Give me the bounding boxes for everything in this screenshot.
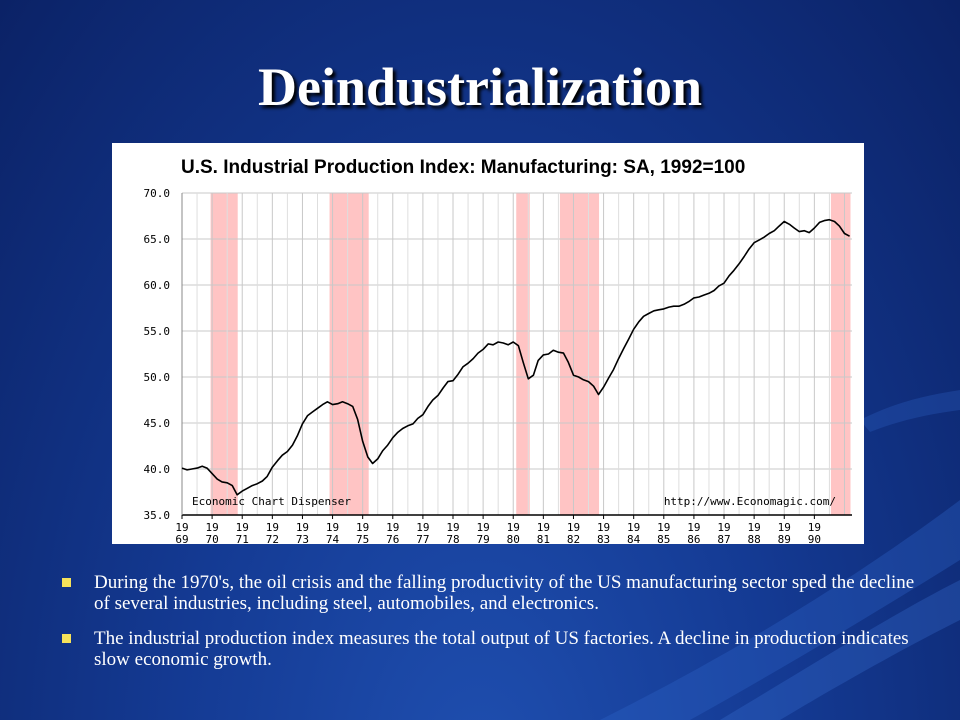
- x-tick-label-top: 19: [808, 521, 821, 534]
- x-tick-label-top: 19: [537, 521, 550, 534]
- x-tick-label-top: 19: [687, 521, 700, 534]
- x-tick-label-top: 19: [446, 521, 459, 534]
- x-tick-label-top: 19: [416, 521, 429, 534]
- x-tick-label-top: 19: [236, 521, 249, 534]
- recession-band: [329, 193, 369, 515]
- y-tick-label: 65.0: [144, 233, 171, 246]
- x-tick-label-bottom: 87: [717, 533, 730, 544]
- x-tick-label-top: 19: [657, 521, 670, 534]
- x-tick-label-bottom: 73: [296, 533, 309, 544]
- x-tick-label-bottom: 84: [627, 533, 641, 544]
- bullet-text: During the 1970's, the oil crisis and th…: [94, 572, 915, 614]
- x-tick-label-bottom: 78: [446, 533, 459, 544]
- y-tick-label: 50.0: [144, 371, 171, 384]
- slide-title: Deindustrialization: [257, 57, 703, 117]
- x-tick-label-bottom: 88: [748, 533, 761, 544]
- bullet-item: During the 1970's, the oil crisis and th…: [62, 572, 922, 614]
- y-tick-label: 40.0: [144, 463, 171, 476]
- x-tick-label-bottom: 75: [356, 533, 369, 544]
- x-tick-label-bottom: 76: [386, 533, 399, 544]
- x-tick-label-top: 19: [597, 521, 610, 534]
- bullet-item: The industrial production index measures…: [62, 628, 922, 670]
- grid-lines: [181, 192, 852, 516]
- x-tick-label-bottom: 71: [236, 533, 249, 544]
- x-tick-label-top: 19: [567, 521, 580, 534]
- y-tick-label: 55.0: [144, 325, 171, 338]
- bullet-list: During the 1970's, the oil crisis and th…: [62, 572, 922, 684]
- x-tick-label-bottom: 77: [416, 533, 429, 544]
- square-bullet-icon: [62, 578, 71, 587]
- bullet-text: The industrial production index measures…: [94, 628, 909, 670]
- x-tick-label-top: 19: [386, 521, 399, 534]
- y-tick-label: 45.0: [144, 417, 171, 430]
- x-tick-label-top: 19: [778, 521, 791, 534]
- annotation-left: Economic Chart Dispenser: [192, 495, 351, 508]
- x-tick-label-top: 19: [205, 521, 218, 534]
- x-tick-label-bottom: 69: [175, 533, 188, 544]
- x-tick-label-top: 19: [748, 521, 761, 534]
- x-tick-label-top: 19: [356, 521, 369, 534]
- y-tick-label: 70.0: [144, 187, 171, 200]
- x-tick-labels: 1969197019711972197319741975197619771978…: [175, 515, 821, 544]
- square-bullet-icon: [62, 634, 71, 643]
- recession-band: [210, 193, 238, 515]
- x-tick-label-top: 19: [717, 521, 730, 534]
- recession-bands: [210, 193, 851, 515]
- x-tick-label-top: 19: [266, 521, 279, 534]
- x-tick-label-bottom: 85: [657, 533, 670, 544]
- recession-band: [830, 193, 851, 515]
- x-tick-label-top: 19: [296, 521, 309, 534]
- x-tick-label-top: 19: [326, 521, 339, 534]
- x-tick-label-bottom: 81: [537, 533, 550, 544]
- annotation-right: http://www.Economagic.com/: [664, 495, 836, 508]
- y-tick-label: 35.0: [144, 509, 171, 522]
- series-line: [181, 218, 850, 496]
- x-tick-label-bottom: 74: [326, 533, 340, 544]
- x-tick-label-bottom: 89: [778, 533, 791, 544]
- recession-band: [559, 193, 600, 515]
- y-tick-label: 60.0: [144, 279, 171, 292]
- industrial-production-chart: U.S. Industrial Production Index: Manufa…: [144, 157, 852, 544]
- x-tick-label-top: 19: [476, 521, 489, 534]
- chart-container: U.S. Industrial Production Index: Manufa…: [112, 143, 864, 544]
- x-tick-label-bottom: 70: [205, 533, 218, 544]
- x-tick-label-top: 19: [627, 521, 640, 534]
- chart-title: U.S. Industrial Production Index: Manufa…: [181, 157, 745, 178]
- x-tick-label-bottom: 72: [266, 533, 279, 544]
- x-tick-label-bottom: 82: [567, 533, 580, 544]
- x-tick-label-top: 19: [507, 521, 520, 534]
- x-tick-label-bottom: 83: [597, 533, 610, 544]
- recession-band: [516, 193, 530, 515]
- x-tick-label-bottom: 80: [507, 533, 520, 544]
- y-tick-labels: 35.0 40.0 45.0 50.0 55.0 60.0 65.0 70.0: [144, 187, 171, 522]
- x-tick-label-bottom: 79: [476, 533, 489, 544]
- x-tick-label-bottom: 86: [687, 533, 700, 544]
- x-tick-label-top: 19: [175, 521, 188, 534]
- x-tick-label-bottom: 90: [808, 533, 821, 544]
